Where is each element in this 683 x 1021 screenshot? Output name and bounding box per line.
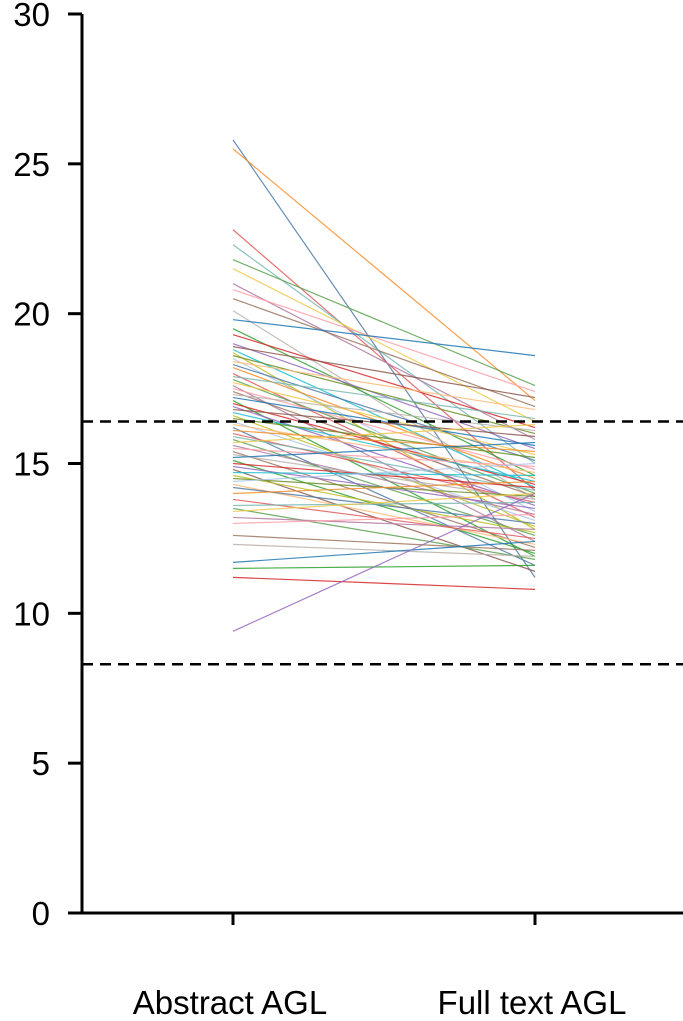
paired-line <box>232 289 536 393</box>
y-tick-label: 5 <box>32 745 50 782</box>
paired-line <box>232 259 536 387</box>
paired-line <box>232 382 536 456</box>
paired-line <box>232 501 536 507</box>
paired-line <box>232 396 536 447</box>
paired-line <box>232 426 536 566</box>
paired-line <box>232 417 536 459</box>
y-tick-label: 30 <box>13 0 50 33</box>
pair-lines <box>232 139 536 632</box>
reference-lines <box>82 420 683 666</box>
paired-line <box>232 462 536 483</box>
paired-line <box>232 492 536 632</box>
paired-line <box>232 492 536 513</box>
y-tick-label: 15 <box>13 446 50 483</box>
paired-line <box>232 576 536 590</box>
paired-line <box>232 423 536 444</box>
paired-line <box>232 453 536 501</box>
paired-line <box>232 346 536 399</box>
paired-line <box>232 459 536 554</box>
y-tick-label: 20 <box>13 296 50 333</box>
paired-line <box>232 543 536 557</box>
paired-line <box>232 480 536 495</box>
paired-line <box>232 402 536 486</box>
paired-line <box>232 388 536 471</box>
paired-line <box>232 310 536 500</box>
paired-line <box>232 564 536 569</box>
paired-line <box>232 435 536 492</box>
y-tick-label: 0 <box>32 895 50 932</box>
paired-line <box>232 393 536 432</box>
paired-line <box>232 283 536 441</box>
paired-line <box>232 429 536 453</box>
paired-line <box>232 483 536 545</box>
paired-line <box>232 471 536 477</box>
paired-line <box>232 376 536 420</box>
paired-line <box>232 405 536 507</box>
category-label-full-text: Full text AGL <box>438 984 627 1021</box>
paired-line <box>232 319 536 357</box>
paired-line <box>232 507 536 560</box>
paired-line <box>232 486 536 525</box>
y-tick-label: 10 <box>13 595 50 632</box>
paired-line <box>232 516 536 531</box>
paired-line <box>232 268 536 423</box>
paired-line <box>232 441 536 459</box>
paired-line <box>232 447 536 468</box>
paired-line <box>232 148 536 402</box>
paired-line <box>232 420 536 522</box>
paired-line <box>232 423 536 474</box>
y-ticks: 0 5 10 15 20 25 30 <box>13 0 82 932</box>
paired-line <box>232 139 536 578</box>
y-tick-label: 25 <box>13 146 50 183</box>
paired-line <box>232 361 536 411</box>
paired-line <box>232 408 536 438</box>
paired-line <box>232 534 536 552</box>
paired-line <box>232 411 536 483</box>
paired-line <box>232 400 536 557</box>
paired-line <box>232 343 536 450</box>
x-ticks <box>231 913 537 925</box>
category-label-abstract: Abstract AGL <box>133 984 327 1021</box>
paired-line <box>232 229 536 491</box>
paired-line <box>232 540 536 563</box>
